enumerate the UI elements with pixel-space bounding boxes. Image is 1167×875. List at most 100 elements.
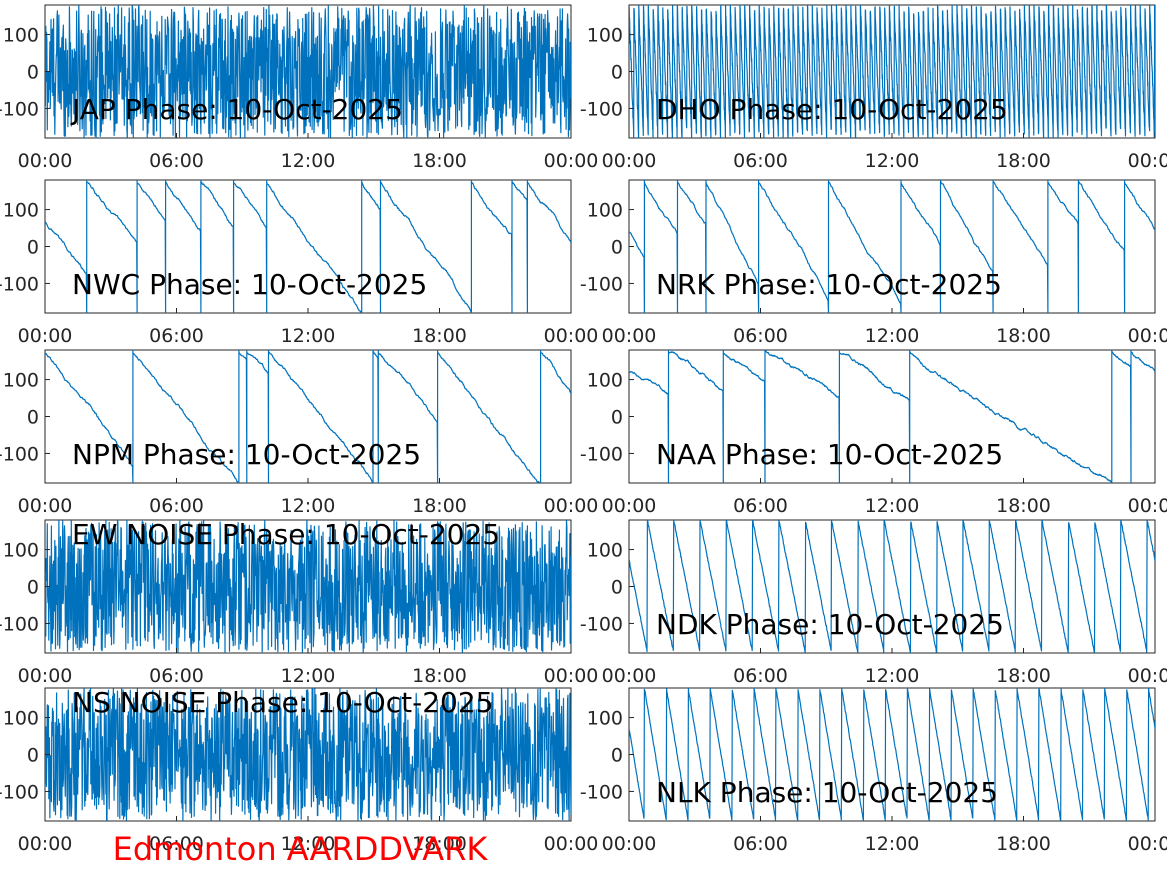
y-tick-label: 0 — [27, 62, 39, 84]
x-tick-label: 12:00 — [865, 495, 920, 517]
phase-series-line — [45, 5, 571, 138]
y-tick-label: 0 — [611, 745, 623, 767]
phase-series-line — [629, 520, 1155, 653]
phase-panel-3: 100 0 -100 00:00 06:00 12:00 18:00 00:00 NRK Pha… — [580, 179, 1167, 347]
panel-title: NRK Phase: 10-Oct-2025 — [656, 268, 1002, 301]
x-tick-label: 06:00 — [733, 150, 788, 172]
x-tick-label: 12:00 — [281, 325, 336, 347]
y-tick-label: 100 — [587, 200, 623, 222]
x-tick-label: 18:00 — [996, 150, 1051, 172]
y-tick-label: 100 — [3, 540, 39, 562]
phase-panel-8: 100 0 -100 00:00 06:00 12:00 18:00 00:00 NS NOIS… — [0, 686, 598, 855]
x-tick-label: 18:00 — [996, 833, 1051, 855]
axes-frame — [628, 687, 1156, 822]
x-tick-label: 18:00 — [412, 495, 467, 517]
y-tick-label: -100 — [0, 98, 39, 120]
y-tick-label: 0 — [27, 407, 39, 429]
x-tick-label: 06:00 — [733, 495, 788, 517]
x-tick-label: 00:00 — [18, 665, 73, 687]
phase-series-line — [45, 350, 571, 483]
phase-panel-7: 100 0 -100 00:00 06:00 12:00 18:00 00:00 NDK Pha… — [580, 519, 1167, 687]
phase-panel-9: 100 0 -100 00:00 06:00 12:00 18:00 00:00 NLK Pha… — [580, 687, 1167, 855]
x-tick-label: 12:00 — [281, 833, 336, 855]
x-tick-label: 00:00 — [602, 665, 657, 687]
y-tick-label: -100 — [580, 443, 623, 465]
phase-panel-4: 100 0 -100 00:00 06:00 12:00 18:00 00:00 NPM Pha… — [0, 349, 599, 517]
axes-frame — [628, 179, 1156, 314]
x-tick-label: 12:00 — [865, 150, 920, 172]
y-tick-label: -100 — [580, 273, 623, 295]
x-tick-label: 18:00 — [996, 325, 1051, 347]
x-tick-label: 00:00 — [544, 665, 599, 687]
phase-panel-6: 100 0 -100 00:00 06:00 12:00 18:00 00:00 EW NOIS… — [0, 518, 598, 687]
x-tick-label: 18:00 — [412, 325, 467, 347]
x-tick-label: 00:00 — [18, 325, 73, 347]
x-tick-label: 12:00 — [865, 833, 920, 855]
x-tick-label: 18:00 — [412, 833, 467, 855]
y-tick-label: 100 — [3, 200, 39, 222]
x-tick-label: 18:00 — [996, 665, 1051, 687]
x-tick-label: 00:00 — [602, 495, 657, 517]
x-tick-label: 12:00 — [281, 665, 336, 687]
x-tick-label: 00:00 — [1128, 325, 1167, 347]
y-tick-label: 0 — [611, 407, 623, 429]
phase-panel-0: 100 0 -100 00:00 06:00 12:00 18:00 00:00 JAP Pha… — [0, 4, 599, 172]
x-tick-label: 06:00 — [733, 325, 788, 347]
x-tick-label: 12:00 — [281, 495, 336, 517]
x-tick-label: 12:00 — [865, 325, 920, 347]
x-tick-label: 00:00 — [602, 325, 657, 347]
x-tick-label: 00:00 — [544, 325, 599, 347]
x-tick-label: 18:00 — [412, 150, 467, 172]
x-tick-label: 00:00 — [1128, 665, 1167, 687]
y-tick-label: -100 — [0, 781, 39, 803]
panel-title: NWC Phase: 10-Oct-2025 — [72, 268, 427, 301]
x-tick-label: 00:00 — [18, 150, 73, 172]
phase-panel-2: 100 0 -100 00:00 06:00 12:00 18:00 00:00 NWC Pha… — [0, 179, 599, 347]
y-tick-label: -100 — [580, 781, 623, 803]
x-tick-label: 06:00 — [149, 325, 204, 347]
x-tick-label: 18:00 — [996, 495, 1051, 517]
phase-series-line — [629, 688, 1155, 821]
y-tick-label: -100 — [0, 613, 39, 635]
x-tick-label: 00:00 — [544, 833, 599, 855]
phase-series-line — [629, 5, 1155, 138]
y-tick-label: -100 — [580, 98, 623, 120]
x-tick-label: 00:00 — [544, 150, 599, 172]
x-tick-label: 00:00 — [602, 833, 657, 855]
y-tick-label: 100 — [587, 708, 623, 730]
panel-title: NPM Phase: 10-Oct-2025 — [72, 438, 421, 471]
x-tick-label: 12:00 — [865, 665, 920, 687]
phase-panel-1: 100 0 -100 00:00 06:00 12:00 18:00 00:00 DHO Pha… — [580, 4, 1167, 172]
panel-title: NS NOISE Phase: 10-Oct-2025 — [72, 686, 493, 719]
x-tick-label: 12:00 — [281, 150, 336, 172]
y-tick-label: 100 — [587, 540, 623, 562]
x-tick-label: 00:00 — [544, 495, 599, 517]
axes-frame — [628, 349, 1156, 484]
phase-series-line — [45, 180, 571, 313]
x-tick-label: 06:00 — [733, 833, 788, 855]
x-tick-label: 06:00 — [733, 665, 788, 687]
y-tick-label: 100 — [587, 25, 623, 47]
x-tick-label: 00:00 — [602, 150, 657, 172]
phase-series-line — [629, 350, 1155, 483]
y-tick-label: 100 — [3, 370, 39, 392]
phase-panel-5: 100 0 -100 00:00 06:00 12:00 18:00 00:00 NAA Pha… — [580, 349, 1167, 517]
x-tick-label: 00:00 — [1128, 495, 1167, 517]
y-tick-label: 0 — [27, 577, 39, 599]
y-tick-label: -100 — [0, 273, 39, 295]
y-tick-label: 0 — [611, 577, 623, 599]
x-tick-label: 06:00 — [149, 150, 204, 172]
y-tick-label: -100 — [0, 443, 39, 465]
panel-title: NLK Phase: 10-Oct-2025 — [656, 776, 998, 809]
panel-title: NAA Phase: 10-Oct-2025 — [656, 438, 1003, 471]
y-tick-label: 100 — [3, 25, 39, 47]
phase-series-line — [629, 180, 1155, 313]
panel-title: JAP Phase: 10-Oct-2025 — [70, 93, 403, 126]
x-tick-label: 00:00 — [18, 495, 73, 517]
y-tick-label: 0 — [611, 62, 623, 84]
y-tick-label: -100 — [580, 613, 623, 635]
y-tick-label: 0 — [27, 745, 39, 767]
y-tick-label: 0 — [27, 237, 39, 259]
x-tick-label: 18:00 — [412, 665, 467, 687]
